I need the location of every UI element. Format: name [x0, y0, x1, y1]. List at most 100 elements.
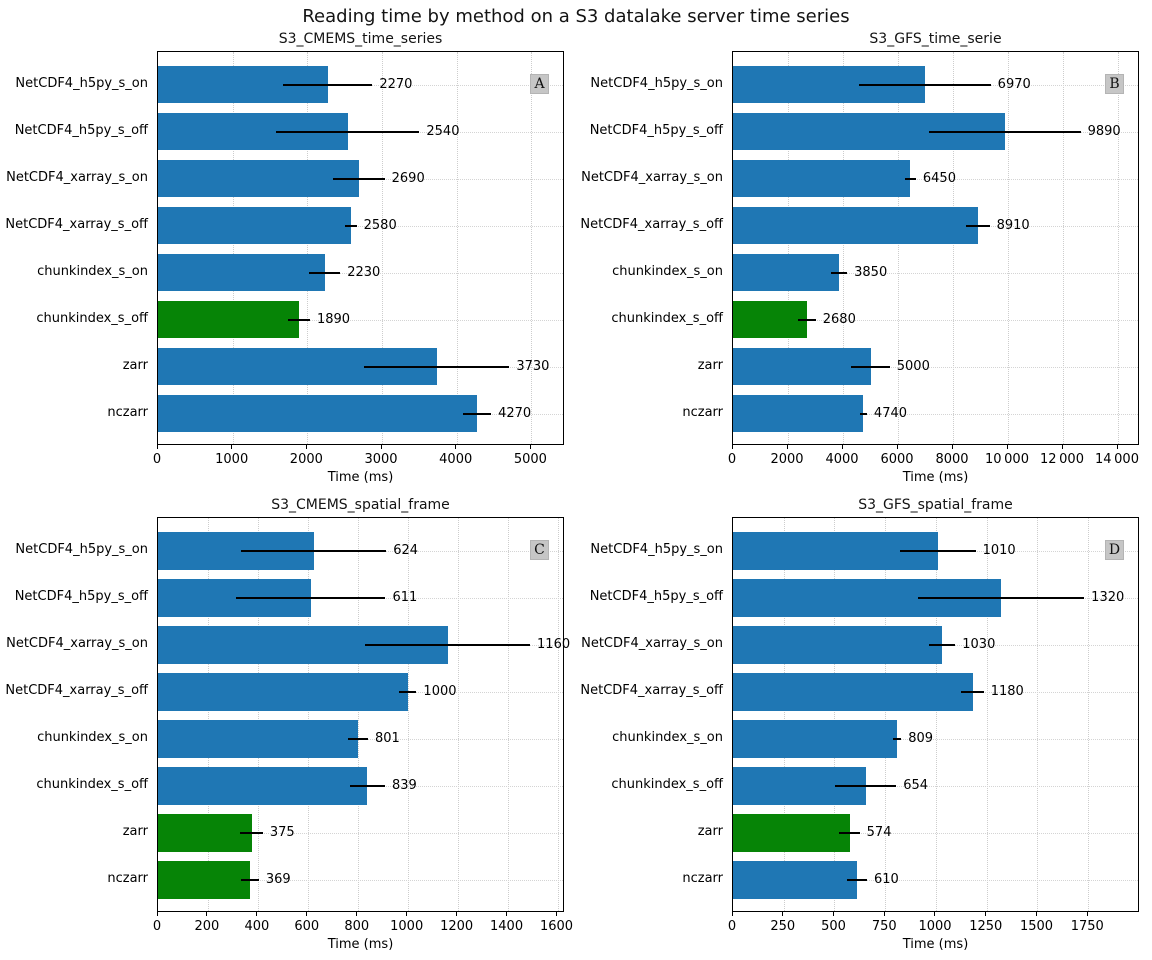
value-label: 8910 [996, 217, 1030, 233]
category-label: zarr [697, 357, 723, 373]
y-gridline [733, 178, 1138, 180]
x-tick-label: 4000 [825, 452, 859, 467]
x-gridline [531, 52, 533, 444]
x-axis-label: Time (ms) [902, 937, 969, 952]
y-gridline [733, 786, 1138, 787]
subplot-title: S3_GFS_time_serie [869, 31, 1002, 47]
x-tick-mark [231, 445, 233, 449]
x-tick-mark [406, 912, 408, 916]
x-tick-label: 1400 [490, 919, 524, 934]
error-bar [961, 691, 984, 693]
category-label: chunkindex_s_off [611, 777, 723, 792]
x-tick-mark [356, 912, 358, 916]
value-label: 5000 [896, 358, 930, 374]
x-gridline [507, 518, 509, 911]
error-bar [830, 271, 848, 274]
panel-badge: B [1105, 73, 1124, 94]
value-label: 624 [393, 543, 419, 558]
error-bar [846, 879, 867, 881]
error-bar [308, 271, 341, 274]
x-tick-mark [1006, 445, 1008, 449]
value-label: 2580 [363, 217, 397, 233]
x-tick-mark [841, 445, 843, 449]
bar [158, 300, 300, 339]
error-bar [797, 318, 816, 321]
category-label: chunkindex_s_on [37, 730, 148, 745]
category-label: NetCDF4_xarray_s_on [581, 169, 723, 185]
category-label: NetCDF4_h5py_s_on [590, 542, 723, 557]
value-label: 1180 [990, 684, 1024, 699]
bar [733, 347, 871, 386]
error-bar [966, 224, 990, 227]
x-gridline [953, 52, 954, 444]
error-bar [363, 365, 510, 368]
value-label: 6970 [997, 76, 1031, 92]
x-tick-mark [782, 912, 784, 916]
value-label: 574 [866, 825, 892, 840]
y-gridline [733, 366, 1138, 368]
y-gridline [158, 880, 563, 881]
x-gridline [1037, 518, 1039, 911]
value-label: 1030 [962, 637, 996, 652]
category-label: chunkindex_s_on [37, 263, 148, 279]
x-gridline [898, 52, 899, 444]
category-label: chunkindex_s_on [612, 263, 723, 279]
x-tick-mark [456, 912, 458, 916]
plot-area: 2270 2540 2690 2580 2230 1890 3730 4270 [157, 51, 564, 445]
bar [733, 300, 807, 339]
x-tick-label: 1000 [215, 452, 249, 467]
value-label: 2690 [391, 170, 425, 186]
x-axis-label: Time (ms) [902, 470, 969, 485]
bar [158, 394, 477, 433]
x-gridline [232, 52, 234, 444]
value-label: 654 [903, 778, 929, 793]
y-gridline [158, 319, 563, 321]
bar [733, 673, 973, 711]
bar [158, 673, 408, 711]
error-bar [839, 832, 860, 834]
x-tick-mark [832, 912, 834, 916]
x-tick-mark [506, 912, 508, 916]
category-label: NetCDF4_h5py_s_off [14, 122, 148, 138]
x-tick-label: 6000 [880, 452, 914, 467]
value-label: 375 [269, 825, 295, 840]
x-gridline [1118, 52, 1119, 444]
subplot-title: S3_CMEMS_time_series [278, 31, 443, 47]
bar [733, 720, 898, 758]
category-label: zarr [122, 357, 148, 373]
bar [733, 814, 850, 852]
x-tick-label: 1000 [918, 919, 952, 934]
category-label: NetCDF4_xarray_s_on [6, 636, 148, 651]
x-gridline [207, 518, 209, 911]
error-bar [859, 412, 867, 415]
error-bar [240, 832, 263, 834]
y-gridline [733, 413, 1138, 415]
value-label: 1000 [423, 684, 457, 699]
x-tick-label: 1500 [1019, 919, 1054, 934]
y-gridline [733, 880, 1138, 881]
error-bar [928, 644, 956, 646]
x-tick-label: 12 000 [1040, 452, 1084, 467]
value-label: 839 [391, 778, 417, 793]
x-tick-label: 250 [770, 919, 796, 934]
x-axis-label: Time (ms) [327, 937, 394, 952]
x-tick-label: 400 [244, 919, 270, 934]
subplot-title: S3_CMEMS_spatial_frame [271, 497, 450, 513]
x-tick-mark [380, 445, 382, 449]
bar [733, 394, 864, 433]
value-label: 2230 [347, 264, 381, 280]
value-label: 2540 [426, 123, 460, 139]
value-label: 6450 [922, 170, 956, 186]
bar [158, 253, 325, 292]
plot-area: 624 611 1160 1000 801 839 375 369 [157, 517, 570, 912]
value-label: 611 [392, 590, 418, 605]
x-tick-label: 600 [294, 919, 320, 934]
x-tick-label: 0 [727, 452, 737, 467]
y-gridline [158, 225, 563, 227]
bar [158, 814, 252, 852]
x-tick-mark [455, 445, 457, 449]
y-gridline [158, 272, 563, 274]
x-gridline [457, 518, 459, 911]
value-label: 369 [265, 872, 291, 887]
value-label: 1010 [982, 543, 1016, 558]
